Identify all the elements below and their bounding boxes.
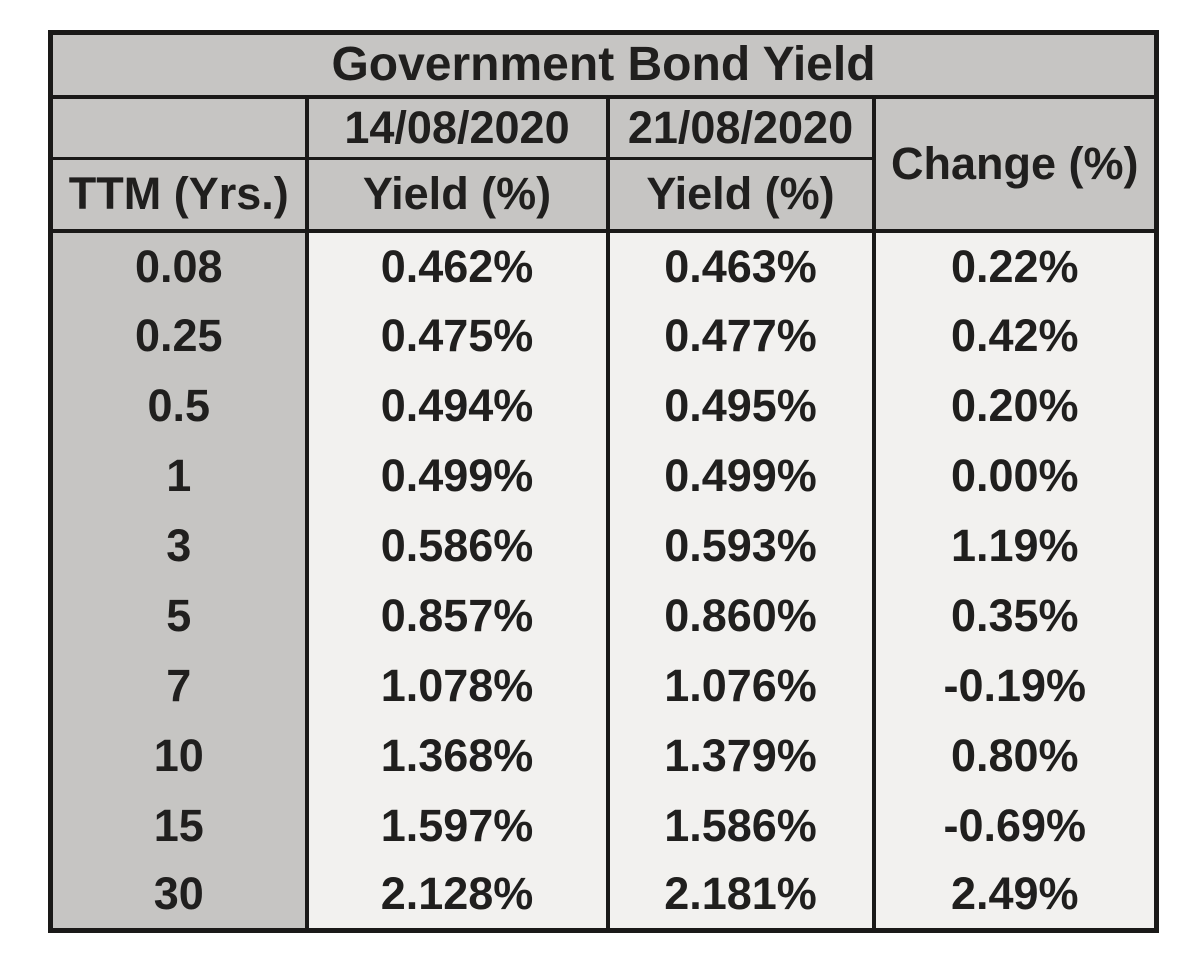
table-row: 1 0.499% 0.499% 0.00% (50, 440, 1157, 511)
change-cell: 0.20% (871, 370, 1157, 441)
ttm-cell: 15 (50, 790, 307, 861)
yield-curr-cell: 1.586% (605, 790, 874, 861)
table-row: 0.08 0.462% 0.463% 0.22% (50, 230, 1157, 301)
table-row: 10 1.368% 1.379% 0.80% (50, 720, 1157, 791)
ttm-cell: 0.5 (50, 370, 307, 441)
yield-prev-cell: 0.857% (304, 580, 608, 651)
table-row: 3 0.586% 0.593% 1.19% (50, 510, 1157, 581)
table-title: Government Bond Yield (50, 32, 1157, 99)
change-cell: 2.49% (871, 860, 1157, 931)
yield-curr-cell: 1.076% (605, 650, 874, 721)
yield-curr-cell: 1.379% (605, 720, 874, 791)
change-cell: 0.42% (871, 300, 1157, 371)
yield-curr-cell: 0.495% (605, 370, 874, 441)
ttm-cell: 1 (50, 440, 307, 511)
yield-prev-cell: 1.597% (304, 790, 608, 861)
title-row: Government Bond Yield (50, 32, 1157, 99)
change-cell: 0.80% (871, 720, 1157, 791)
yield-prev-cell: 0.462% (304, 230, 608, 301)
yield-prev-cell: 0.586% (304, 510, 608, 581)
header-yield-prev-label: Yield (%) (304, 158, 608, 233)
header-blank-cell (50, 96, 307, 160)
ttm-cell: 10 (50, 720, 307, 791)
yield-prev-cell: 0.499% (304, 440, 608, 511)
header-ttm-label: TTM (Yrs.) (50, 158, 307, 233)
table-row: 30 2.128% 2.181% 2.49% (50, 860, 1157, 931)
table-row: 5 0.857% 0.860% 0.35% (50, 580, 1157, 651)
ttm-cell: 7 (50, 650, 307, 721)
yield-prev-cell: 1.368% (304, 720, 608, 791)
ttm-cell: 0.25 (50, 300, 307, 371)
yield-curr-cell: 0.593% (605, 510, 874, 581)
yield-prev-cell: 0.475% (304, 300, 608, 371)
yield-prev-cell: 1.078% (304, 650, 608, 721)
yield-curr-cell: 2.181% (605, 860, 874, 931)
header-yield-curr-label: Yield (%) (605, 158, 874, 233)
table-row: 0.25 0.475% 0.477% 0.42% (50, 300, 1157, 371)
yield-curr-cell: 0.477% (605, 300, 874, 371)
header-date-curr: 21/08/2020 (605, 96, 874, 160)
yield-prev-cell: 0.494% (304, 370, 608, 441)
ttm-cell: 0.08 (50, 230, 307, 301)
ttm-cell: 5 (50, 580, 307, 651)
header-change-label: Change (%) (871, 96, 1157, 233)
table-row: 7 1.078% 1.076% -0.19% (50, 650, 1157, 721)
change-cell: 0.00% (871, 440, 1157, 511)
header-label-row: TTM (Yrs.) Yield (%) Yield (%) (50, 158, 1157, 233)
header-date-row: 14/08/2020 21/08/2020 Change (%) (50, 96, 1157, 233)
table-row: 0.5 0.494% 0.495% 0.20% (50, 370, 1157, 441)
yield-curr-cell: 0.463% (605, 230, 874, 301)
yield-curr-cell: 0.860% (605, 580, 874, 651)
change-cell: 1.19% (871, 510, 1157, 581)
government-bond-yield-table: Government Bond Yield 14/08/2020 21/08/2… (48, 30, 1159, 933)
change-cell: 0.35% (871, 580, 1157, 651)
change-cell: 0.22% (871, 230, 1157, 301)
ttm-cell: 3 (50, 510, 307, 581)
yield-curr-cell: 0.499% (605, 440, 874, 511)
change-cell: -0.19% (871, 650, 1157, 721)
header-date-prev: 14/08/2020 (304, 96, 608, 160)
table-row: 15 1.597% 1.586% -0.69% (50, 790, 1157, 861)
change-cell: -0.69% (871, 790, 1157, 861)
yield-prev-cell: 2.128% (304, 860, 608, 931)
ttm-cell: 30 (50, 860, 307, 931)
